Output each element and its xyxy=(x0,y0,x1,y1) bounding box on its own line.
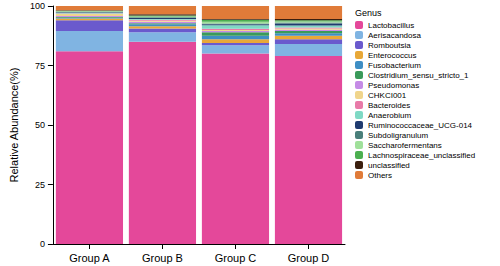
svg-text:Subdoligranulum: Subdoligranulum xyxy=(368,131,428,140)
svg-text:Saccharofermentans: Saccharofermentans xyxy=(368,141,442,150)
svg-text:Group A: Group A xyxy=(69,252,110,264)
svg-text:Romboutsia: Romboutsia xyxy=(368,41,411,50)
svg-text:100: 100 xyxy=(30,1,45,11)
svg-text:50: 50 xyxy=(35,120,45,130)
svg-text:Lachnospiraceae_unclassified: Lachnospiraceae_unclassified xyxy=(368,151,475,160)
svg-text:75: 75 xyxy=(35,61,45,71)
svg-text:CHKCI001: CHKCI001 xyxy=(368,91,407,100)
svg-text:Lactobacillus: Lactobacillus xyxy=(368,21,414,30)
svg-text:Clostridium_sensu_stricto_1: Clostridium_sensu_stricto_1 xyxy=(368,71,469,80)
svg-text:Fusobacterium: Fusobacterium xyxy=(368,61,421,70)
svg-text:Others: Others xyxy=(368,171,392,180)
svg-text:Relative Abundance(%): Relative Abundance(%) xyxy=(8,68,20,183)
svg-text:unclassified: unclassified xyxy=(368,161,410,170)
svg-text:Genus: Genus xyxy=(355,8,382,18)
svg-text:Ruminococcaceae_UCG-014: Ruminococcaceae_UCG-014 xyxy=(368,121,473,130)
svg-text:Group D: Group D xyxy=(288,252,330,264)
svg-text:Pseudomonas: Pseudomonas xyxy=(368,81,419,90)
svg-text:25: 25 xyxy=(35,180,45,190)
svg-text:Enterococcus: Enterococcus xyxy=(368,51,416,60)
svg-text:Group C: Group C xyxy=(215,252,257,264)
svg-text:Aerisacandosa: Aerisacandosa xyxy=(368,31,421,40)
svg-text:Bacteroides: Bacteroides xyxy=(368,101,410,110)
svg-text:Group B: Group B xyxy=(142,252,183,264)
svg-text:0: 0 xyxy=(40,239,45,249)
svg-text:Anaerobium: Anaerobium xyxy=(368,111,411,120)
